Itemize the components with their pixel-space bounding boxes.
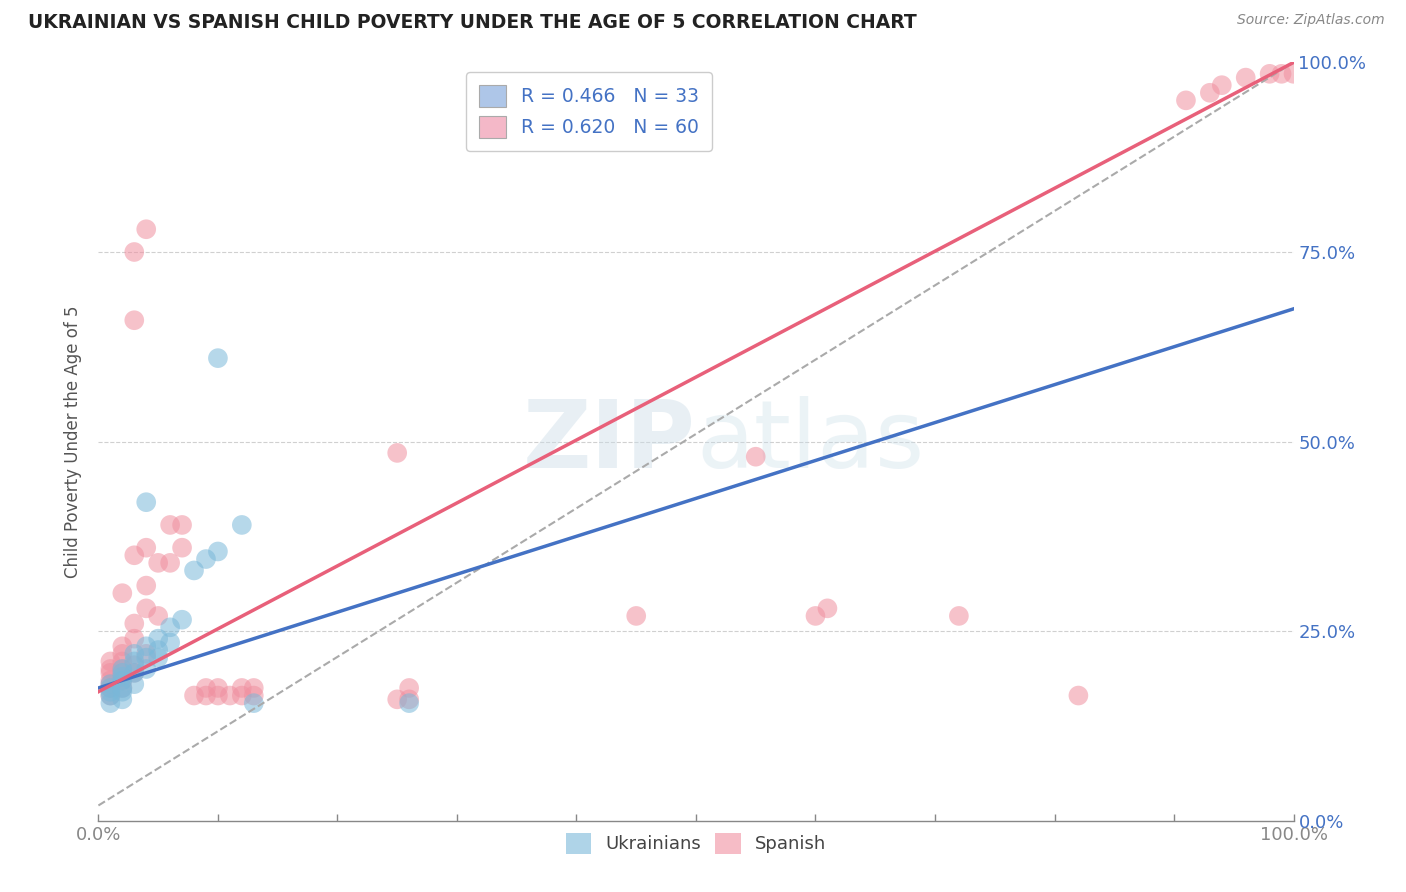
- Point: [111, 639, 134, 653]
- Point: [207, 544, 229, 558]
- Point: [98, 681, 122, 695]
- Point: [135, 601, 157, 615]
- Y-axis label: Child Poverty Under the Age of 5: Child Poverty Under the Age of 5: [63, 305, 82, 578]
- Point: [124, 632, 146, 646]
- Point: [195, 689, 218, 703]
- Point: [111, 655, 134, 669]
- Point: [159, 620, 181, 634]
- Point: [159, 517, 181, 532]
- Point: [804, 608, 827, 623]
- Point: [98, 685, 122, 699]
- Point: [135, 639, 157, 653]
- Point: [172, 541, 194, 555]
- Point: [98, 673, 122, 688]
- Point: [159, 556, 181, 570]
- Point: [243, 689, 266, 703]
- Point: [111, 669, 134, 683]
- Point: [98, 665, 122, 680]
- Point: [135, 662, 157, 676]
- Point: [243, 681, 266, 695]
- Point: [243, 696, 266, 710]
- Point: [111, 692, 134, 706]
- Point: [111, 665, 134, 680]
- Point: [207, 689, 229, 703]
- Point: [111, 681, 134, 695]
- Point: [148, 643, 170, 657]
- Point: [124, 665, 146, 680]
- Point: [124, 313, 146, 327]
- Point: [195, 552, 218, 566]
- Point: [148, 650, 170, 665]
- Point: [231, 689, 253, 703]
- Point: [207, 351, 229, 366]
- Point: [98, 655, 122, 669]
- Point: [98, 677, 122, 691]
- Point: [219, 689, 242, 703]
- Point: [135, 647, 157, 661]
- Point: [398, 696, 420, 710]
- Point: [626, 608, 648, 623]
- Point: [124, 655, 146, 669]
- Legend: Ukrainians, Spanish: Ukrainians, Spanish: [558, 826, 834, 861]
- Point: [124, 548, 146, 563]
- Point: [111, 647, 134, 661]
- Point: [98, 681, 122, 695]
- Point: [1271, 67, 1294, 81]
- Point: [98, 689, 122, 703]
- Point: [98, 689, 122, 703]
- Point: [111, 665, 134, 680]
- Point: [98, 662, 122, 676]
- Point: [124, 677, 146, 691]
- Point: [124, 665, 146, 680]
- Point: [195, 681, 218, 695]
- Text: atlas: atlas: [696, 395, 924, 488]
- Point: [135, 541, 157, 555]
- Point: [98, 696, 122, 710]
- Text: ZIP: ZIP: [523, 395, 696, 488]
- Point: [111, 685, 134, 699]
- Point: [124, 616, 146, 631]
- Point: [111, 662, 134, 676]
- Point: [135, 650, 157, 665]
- Point: [385, 692, 409, 706]
- Point: [111, 681, 134, 695]
- Point: [1199, 86, 1222, 100]
- Point: [745, 450, 768, 464]
- Point: [207, 681, 229, 695]
- Point: [111, 662, 134, 676]
- Point: [948, 608, 970, 623]
- Point: [111, 586, 134, 600]
- Point: [111, 673, 134, 688]
- Point: [398, 692, 420, 706]
- Point: [135, 495, 157, 509]
- Point: [148, 608, 170, 623]
- Point: [1175, 94, 1198, 108]
- Text: UKRAINIAN VS SPANISH CHILD POVERTY UNDER THE AGE OF 5 CORRELATION CHART: UKRAINIAN VS SPANISH CHILD POVERTY UNDER…: [28, 13, 917, 32]
- Point: [98, 677, 122, 691]
- Point: [124, 658, 146, 673]
- Point: [815, 601, 838, 615]
- Point: [1234, 70, 1257, 85]
- Point: [159, 635, 181, 649]
- Point: [124, 244, 146, 259]
- Point: [231, 681, 253, 695]
- Point: [172, 613, 194, 627]
- Point: [1211, 78, 1233, 92]
- Point: [135, 579, 157, 593]
- Point: [111, 673, 134, 688]
- Point: [1258, 67, 1281, 81]
- Point: [1067, 689, 1090, 703]
- Point: [183, 564, 205, 578]
- Point: [135, 222, 157, 236]
- Point: [398, 681, 420, 695]
- Point: [124, 647, 146, 661]
- Point: [148, 556, 170, 570]
- Point: [183, 689, 205, 703]
- Point: [231, 517, 253, 532]
- Point: [172, 517, 194, 532]
- Text: Source: ZipAtlas.com: Source: ZipAtlas.com: [1237, 13, 1385, 28]
- Point: [148, 632, 170, 646]
- Point: [1282, 67, 1305, 81]
- Point: [385, 446, 409, 460]
